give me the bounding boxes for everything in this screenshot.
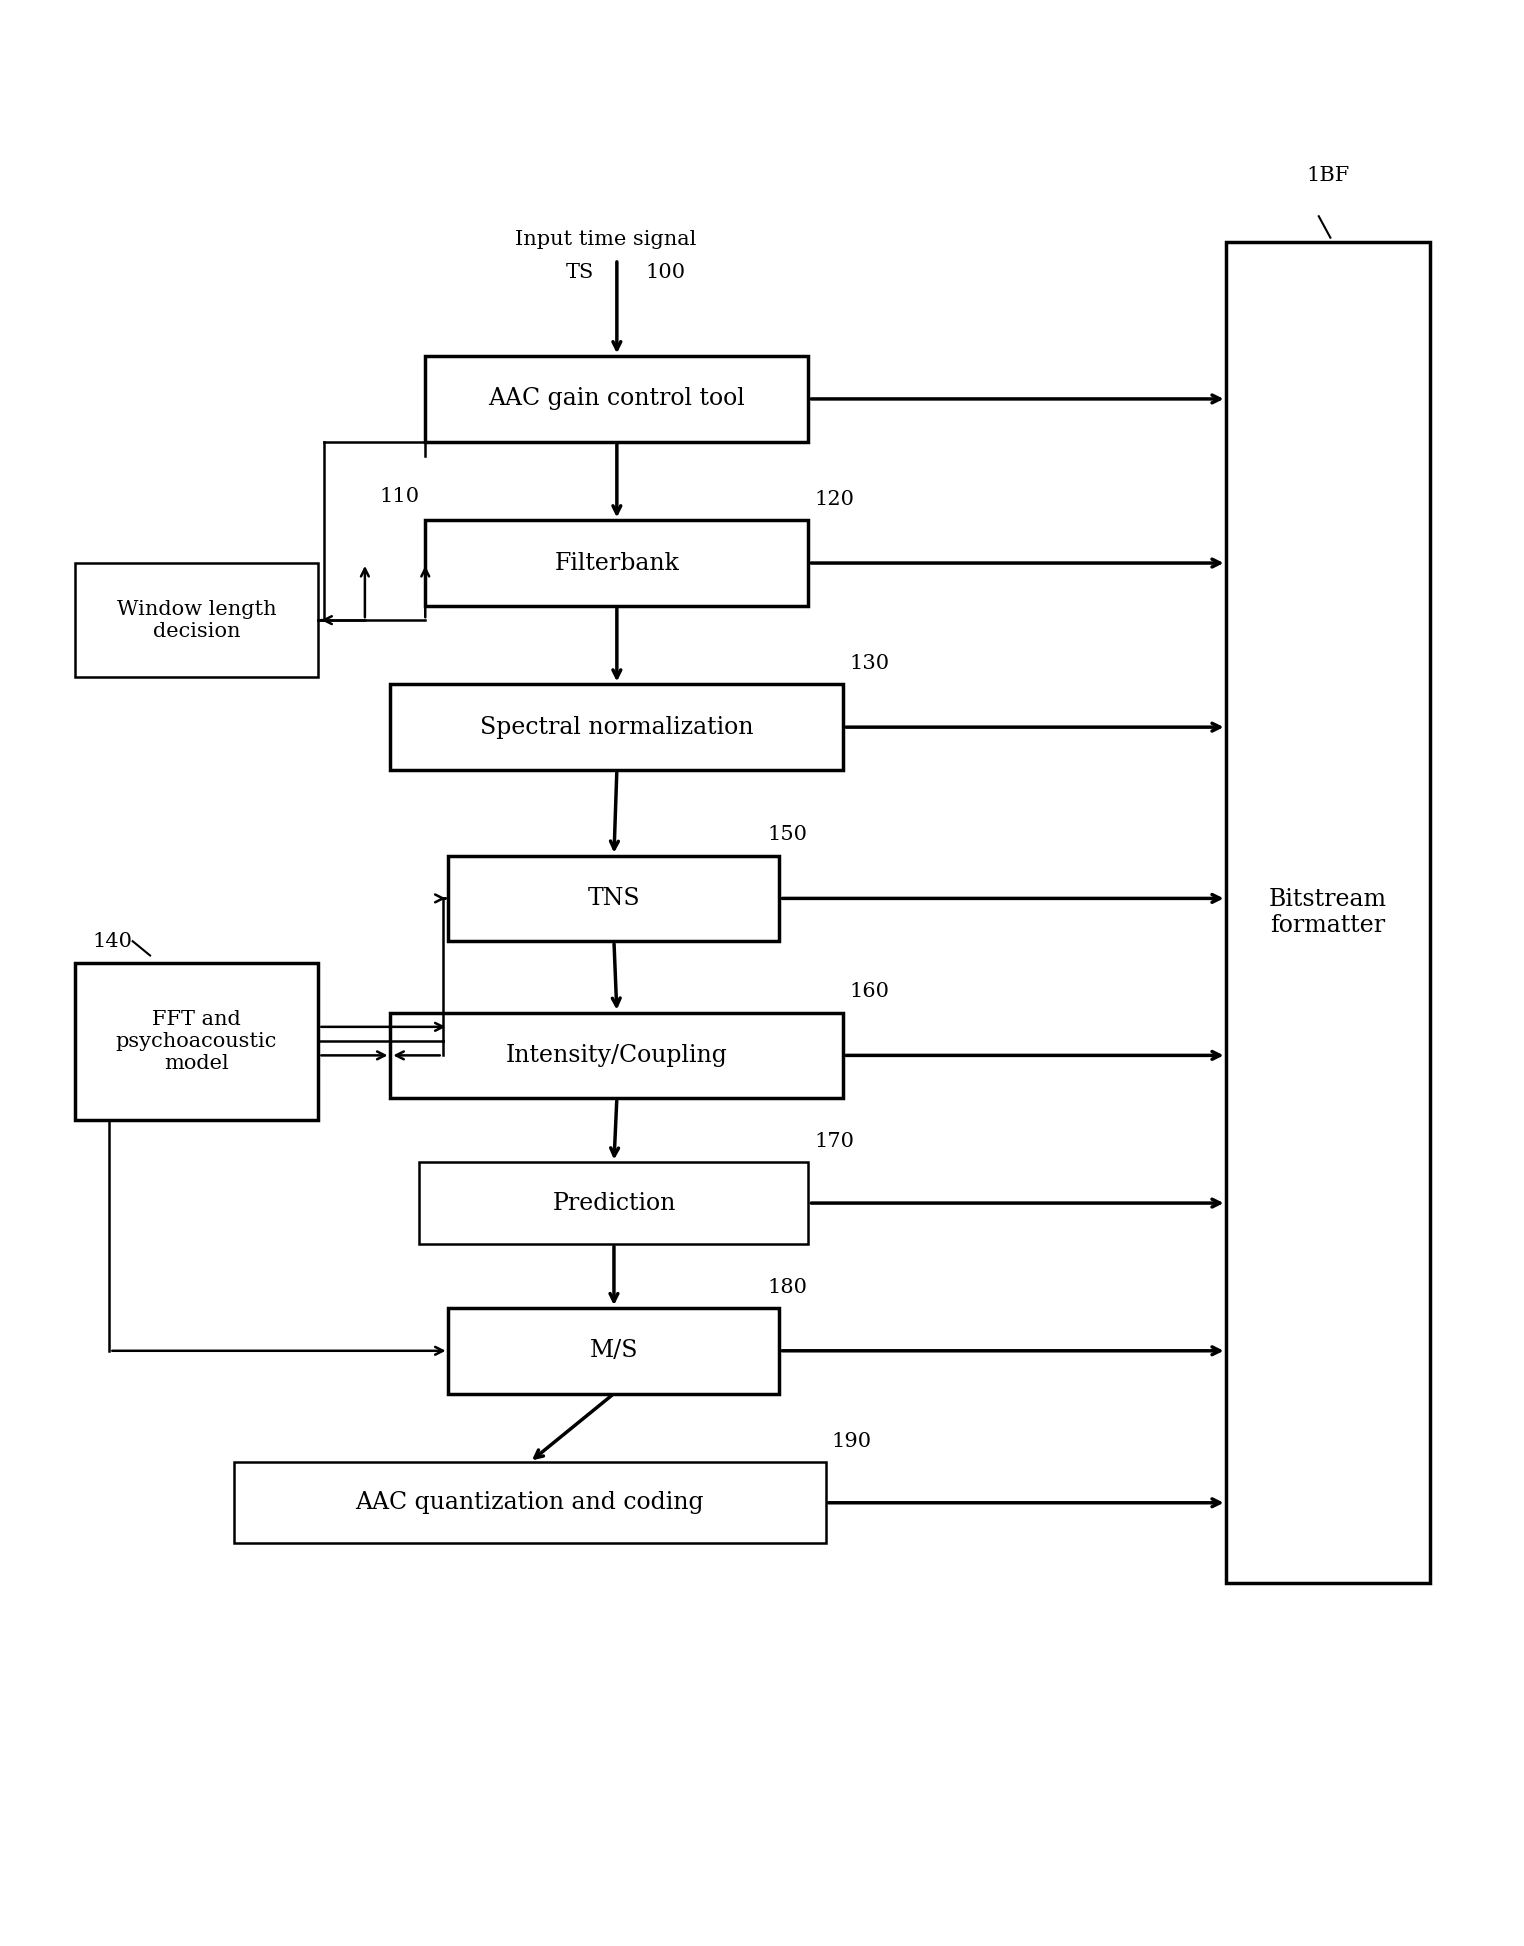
Text: AAC gain control tool: AAC gain control tool — [489, 387, 745, 411]
Text: 190: 190 — [832, 1432, 872, 1450]
Bar — [390, 1012, 843, 1098]
Text: Prediction: Prediction — [552, 1191, 675, 1214]
Bar — [448, 856, 779, 942]
Bar — [425, 356, 808, 442]
Text: 170: 170 — [814, 1133, 855, 1150]
Text: Input time signal: Input time signal — [515, 230, 696, 249]
Text: 130: 130 — [849, 654, 888, 673]
Text: Filterbank: Filterbank — [555, 551, 680, 574]
Text: 150: 150 — [768, 825, 808, 845]
Bar — [448, 1308, 779, 1393]
Text: M/S: M/S — [590, 1339, 639, 1362]
Text: Intensity/Coupling: Intensity/Coupling — [506, 1043, 728, 1066]
Bar — [425, 520, 808, 605]
Bar — [75, 963, 319, 1119]
Text: 100: 100 — [646, 263, 686, 282]
Bar — [390, 685, 843, 771]
Text: 110: 110 — [379, 486, 419, 506]
Text: Spectral normalization: Spectral normalization — [480, 716, 753, 739]
Text: 160: 160 — [849, 983, 888, 1000]
Text: FFT and
psychoacoustic
model: FFT and psychoacoustic model — [116, 1010, 277, 1072]
Bar — [233, 1461, 826, 1543]
Text: 140: 140 — [91, 932, 133, 952]
Text: 180: 180 — [768, 1279, 808, 1296]
Bar — [419, 1162, 808, 1243]
Text: AAC quantization and coding: AAC quantization and coding — [355, 1491, 704, 1514]
Text: Window length
decision: Window length decision — [117, 599, 276, 640]
Text: 1BF: 1BF — [1306, 165, 1350, 185]
Text: 120: 120 — [814, 490, 855, 508]
Text: Bitstream
formatter: Bitstream formatter — [1269, 887, 1387, 938]
Bar — [1227, 241, 1430, 1584]
Text: TS: TS — [565, 263, 594, 282]
Bar — [75, 562, 319, 677]
Text: TNS: TNS — [588, 887, 640, 911]
